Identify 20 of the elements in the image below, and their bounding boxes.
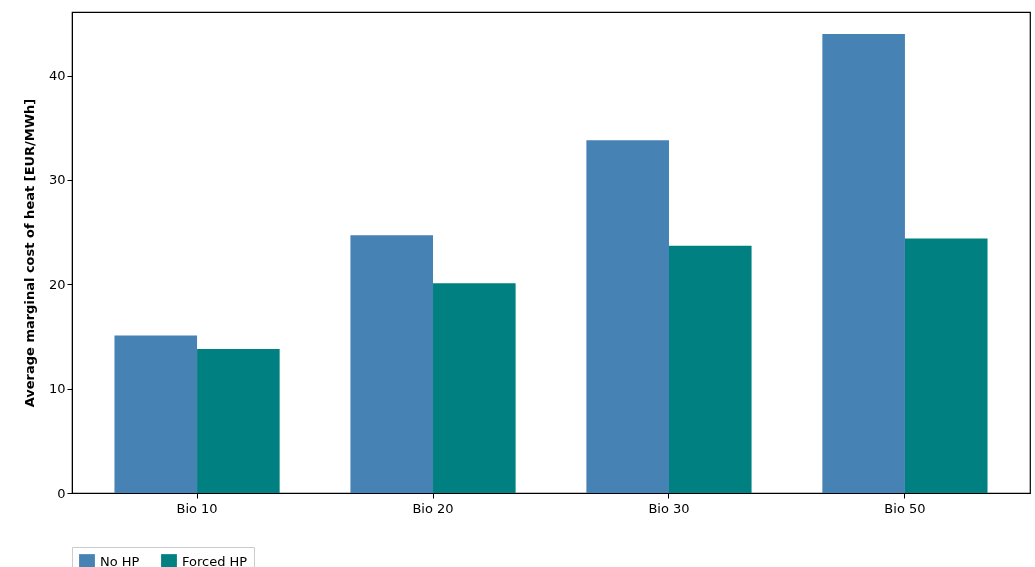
bar xyxy=(904,238,988,493)
x-tick-label: Bio 10 xyxy=(176,500,218,516)
x-tick-label: Bio 20 xyxy=(412,500,454,516)
bar xyxy=(822,33,905,493)
legend-label: Forced HP xyxy=(182,554,248,567)
bar xyxy=(668,245,752,493)
bar xyxy=(433,283,516,493)
y-tick-label: 40 xyxy=(48,68,66,84)
y-tick-label: 10 xyxy=(48,381,66,397)
bar xyxy=(350,235,434,493)
legend-label: No HP xyxy=(100,554,140,567)
bar xyxy=(114,335,198,493)
x-tick-label: Bio 50 xyxy=(884,500,926,516)
y-axis-title: Average marginal cost of heat [EUR/MWh] xyxy=(21,98,37,408)
y-tick-label: 20 xyxy=(48,276,66,292)
x-tick-label: Bio 30 xyxy=(648,500,690,516)
y-tick-label: 0 xyxy=(57,485,66,501)
y-tick-label: 30 xyxy=(48,172,66,188)
bar xyxy=(197,349,280,493)
bar xyxy=(586,140,669,493)
